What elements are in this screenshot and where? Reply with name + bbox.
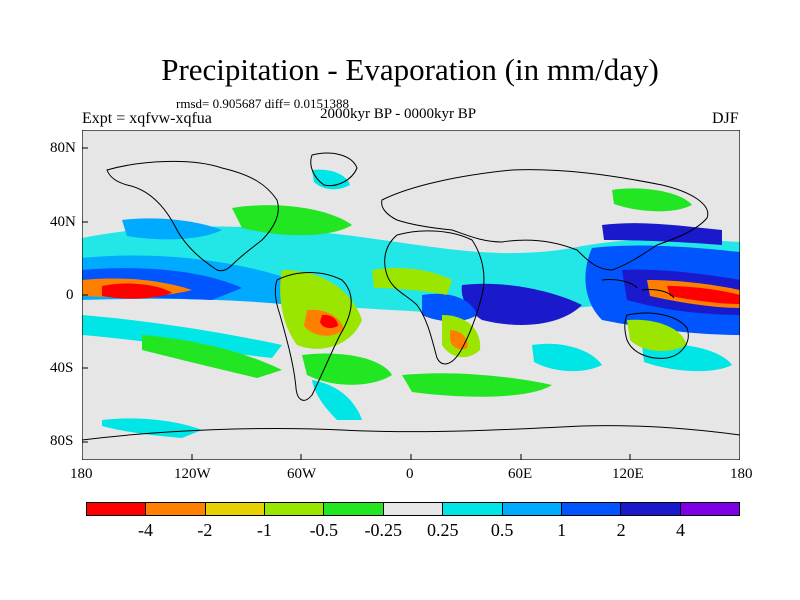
- field-band: [142, 335, 282, 378]
- colorbar-swatch: [680, 503, 739, 515]
- x-tick-label: 60W: [287, 466, 317, 482]
- field-band: [312, 169, 350, 190]
- colorbar-swatch: [265, 503, 325, 515]
- field-band: [102, 418, 202, 438]
- field-band: [422, 293, 477, 322]
- experiment-label: Expt = xqfvw-xqfua: [82, 110, 212, 127]
- x-tick-label: 60E: [508, 466, 533, 482]
- field-band: [461, 283, 582, 325]
- colorbar: [86, 502, 740, 516]
- y-tick-label: 40S: [50, 360, 74, 376]
- colorbar-label: 2: [616, 520, 626, 540]
- colorbar-swatch: [621, 503, 681, 515]
- colorbar-label: -4: [137, 520, 153, 540]
- colorbar-label: 0.5: [490, 520, 514, 540]
- field-band: [302, 353, 392, 385]
- y-tick-label: 40N: [50, 214, 76, 230]
- precip-evap-map: [82, 130, 740, 460]
- field-band: [232, 205, 352, 236]
- colorbar-swatch: [87, 503, 147, 515]
- y-tick-label: 0: [66, 287, 74, 303]
- y-tick-label: 80S: [50, 433, 74, 449]
- field-band: [627, 319, 687, 352]
- colorbar-label: 1: [557, 520, 567, 540]
- season-label: DJF: [712, 110, 739, 127]
- y-tick-label: 80N: [50, 140, 76, 156]
- coastlines: [82, 152, 740, 441]
- colorbar-label: -0.25: [364, 520, 403, 540]
- x-tick-label: 180: [70, 466, 93, 482]
- field-band: [602, 223, 722, 245]
- colorbar-swatch: [324, 503, 384, 515]
- stats-text: rmsd= 0.905687 diff= 0.0151388: [176, 96, 349, 111]
- x-tick-label: 180: [730, 466, 753, 482]
- colorbar-swatch: [146, 503, 206, 515]
- axis-ticks: [82, 147, 631, 460]
- plot-title: Precipitation - Evaporation (in mm/day): [161, 52, 659, 87]
- x-tick-label: 120E: [612, 466, 644, 482]
- field-band: [532, 343, 602, 372]
- period-label: 2000kyr BP - 0000kyr BP: [320, 106, 477, 122]
- x-tick-label: 0: [406, 466, 414, 482]
- field-band: [612, 188, 692, 212]
- colorbar-label: -0.5: [309, 520, 339, 540]
- field-band: [320, 314, 338, 329]
- colorbar-label: -2: [197, 520, 213, 540]
- colorbar-label: -1: [256, 520, 272, 540]
- x-tick-label: 120W: [174, 466, 211, 482]
- colorbar-swatch: [205, 503, 266, 515]
- field-band: [122, 218, 222, 240]
- colorbar-label: 0.25: [426, 520, 459, 540]
- field-band: [667, 286, 740, 304]
- colorbar-swatch: [383, 503, 444, 515]
- field-band: [312, 380, 362, 420]
- field-band: [450, 330, 468, 350]
- field-band: [82, 315, 282, 358]
- field-band: [372, 268, 452, 295]
- colorbar-swatch: [443, 503, 503, 515]
- colorbar-swatch: [561, 503, 622, 515]
- field-band: [102, 283, 172, 299]
- colorbar-label: 4: [676, 520, 686, 540]
- field-band: [402, 373, 552, 397]
- colorbar-swatch: [502, 503, 562, 515]
